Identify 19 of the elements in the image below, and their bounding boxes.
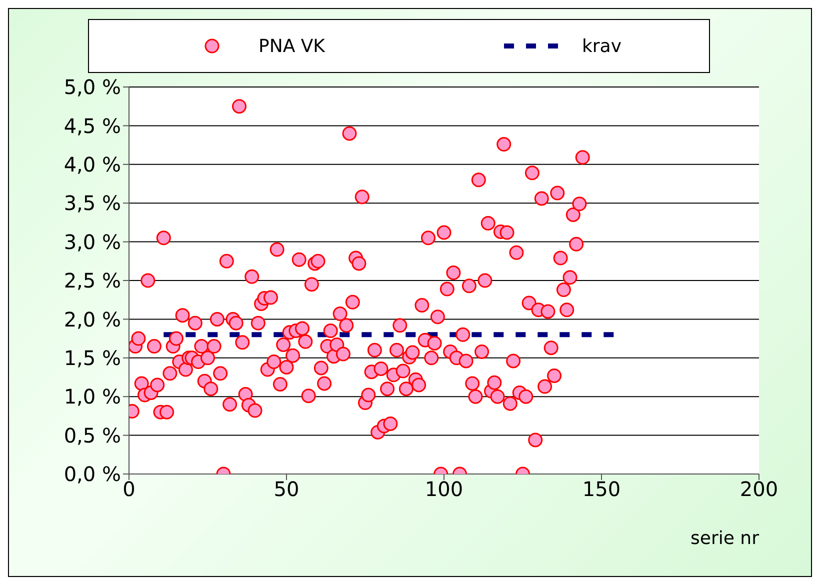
y-tick-label: 2,5 %	[64, 268, 121, 293]
legend-label: krav	[582, 36, 622, 56]
y-tick-label: 0,5 %	[64, 423, 121, 448]
y-tick-label: 4,0 %	[64, 152, 121, 176]
legend-label: PNA VK	[258, 36, 325, 56]
y-tick-label: 1,0 %	[64, 384, 121, 409]
x-tick-label: 200	[740, 477, 778, 502]
y-tick-label: 4,5 %	[64, 114, 121, 138]
y-tick-label: 1,5 %	[64, 346, 121, 370]
x-tick-label: 0	[122, 477, 136, 502]
y-tick-label: 5,0 %	[64, 75, 121, 100]
y-tick-label: 3,0 %	[64, 230, 121, 254]
x-axis-title: serie nr	[690, 528, 760, 549]
x-tick-label: 100	[424, 477, 464, 502]
y-tick-label: 3,5 %	[64, 191, 121, 216]
y-tick-label: 0,0 %	[64, 462, 121, 486]
x-tick-label: 50	[274, 477, 300, 502]
y-tick-label: 2,0 %	[64, 307, 121, 332]
x-tick-label: 150	[582, 477, 621, 502]
